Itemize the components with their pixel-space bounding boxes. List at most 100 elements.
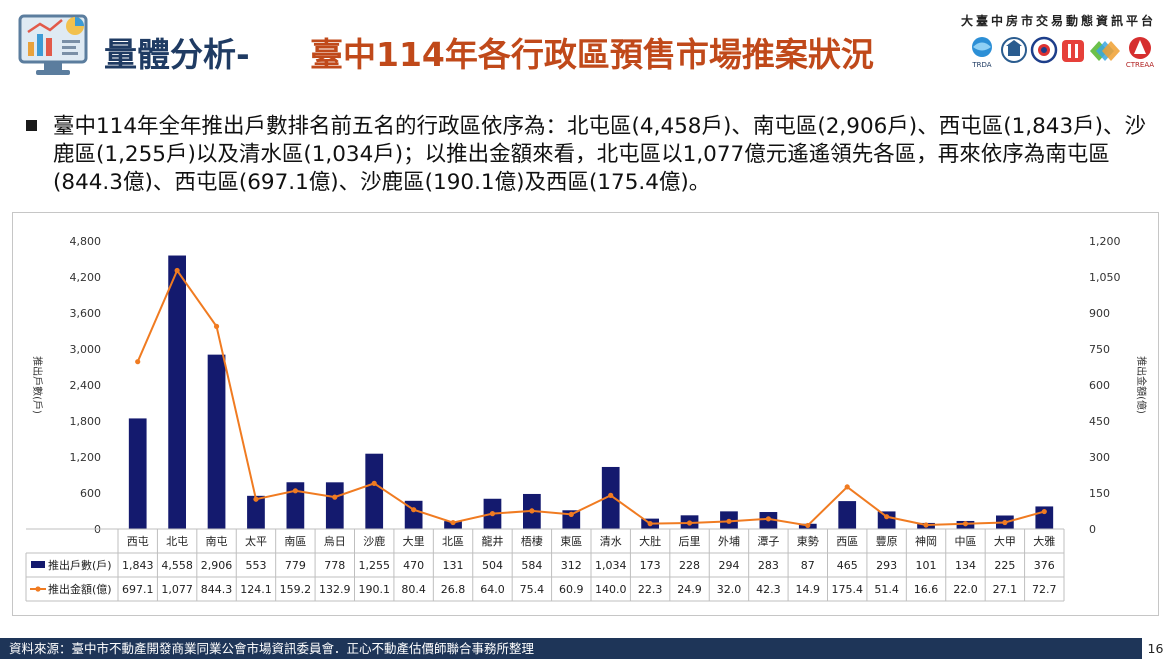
table-cell-units: 228 <box>679 559 700 572</box>
line-point-豐原 <box>884 514 890 520</box>
y-left-tick-label: 1,200 <box>70 451 102 464</box>
line-series-amount <box>136 268 1045 527</box>
table-cell-amount: 132.9 <box>319 583 351 596</box>
page-title-prefix: 量體分析- <box>104 35 250 74</box>
page-title: 臺中114年各行政區預售市場推案狀況 <box>310 35 874 74</box>
legend-bar-swatch <box>31 561 45 568</box>
line-point-大甲 <box>1002 519 1008 526</box>
table-cell-units: 376 <box>1034 559 1055 572</box>
taichung-logo <box>1062 40 1084 62</box>
x-tick-label: 梧棲 <box>521 534 543 548</box>
table-cell-units: 778 <box>324 559 345 572</box>
line-point-梧棲 <box>529 508 535 514</box>
ctreaa-logo-text: CTREAA <box>1126 61 1154 69</box>
table-cell-amount: 80.4 <box>401 583 426 596</box>
table-cell-amount: 75.4 <box>520 583 545 596</box>
bullet-marker <box>26 120 37 131</box>
x-tick-label: 神岡 <box>915 534 937 548</box>
x-tick-label: 大里 <box>403 534 425 548</box>
table-cell-amount: 140.0 <box>595 583 627 596</box>
table-cell-amount: 51.4 <box>874 583 899 596</box>
bar-南區 <box>286 482 305 529</box>
line-point-神岡 <box>923 522 929 528</box>
table-cell-units: 225 <box>994 559 1015 572</box>
bar-太平 <box>247 495 265 529</box>
association-logo <box>1001 37 1027 63</box>
y-right-tick-label: 600 <box>1089 379 1110 392</box>
table-cell-units: 294 <box>718 559 739 572</box>
trda-logo: TRDA <box>971 37 992 69</box>
x-tick-label: 龍井 <box>481 534 503 548</box>
combo-chart: 06001,2001,8002,4003,0003,6004,2004,8000… <box>25 235 1148 602</box>
line-point-南區 <box>292 488 298 494</box>
x-tick-label: 烏日 <box>324 534 346 548</box>
table-cell-amount: 1,077 <box>161 583 193 596</box>
y-left-tick-label: 2,400 <box>70 379 102 392</box>
table-cell-amount: 24.9 <box>677 583 702 596</box>
line-point-烏日 <box>332 494 338 500</box>
line-point-潭子 <box>765 516 771 522</box>
x-tick-label: 太平 <box>245 535 267 548</box>
table-cell-amount: 844.3 <box>201 583 233 596</box>
line-point-大肚 <box>647 521 653 527</box>
table-cell-units: 584 <box>521 559 542 572</box>
table-cell-units: 131 <box>443 559 464 572</box>
line-point-北屯 <box>174 267 180 274</box>
table-cell-units: 779 <box>285 559 306 572</box>
line-point-大里 <box>411 507 417 513</box>
x-tick-label: 南屯 <box>206 535 228 548</box>
y-left-tick-label: 3,000 <box>70 343 102 356</box>
table-cell-units: 470 <box>403 559 424 572</box>
x-tick-label: 大肚 <box>639 534 661 548</box>
x-tick-label: 東勢 <box>797 534 819 548</box>
x-tick-label: 大雅 <box>1033 534 1055 548</box>
x-tick-label: 清水 <box>600 535 622 548</box>
line-point-東勢 <box>805 522 811 529</box>
bar-烏日 <box>325 482 344 529</box>
table-cell-units: 504 <box>482 559 503 572</box>
page-number: 16 <box>1147 641 1164 656</box>
table-cell-amount: 26.8 <box>441 583 466 596</box>
y-right-tick-label: 150 <box>1089 487 1110 500</box>
bar-南屯 <box>207 354 226 529</box>
bar-北屯 <box>168 255 186 529</box>
bar-沙鹿 <box>365 453 384 529</box>
y-right-tick-label: 0 <box>1089 523 1096 536</box>
table-cell-amount: 22.0 <box>953 583 978 596</box>
line-point-中區 <box>962 521 969 527</box>
table-cell-amount: 42.3 <box>756 583 781 596</box>
line-point-清水 <box>608 492 614 498</box>
line-point-東區 <box>568 511 574 517</box>
table-cell-units: 553 <box>245 559 266 572</box>
table-cell-amount: 60.9 <box>559 583 584 596</box>
table-cell-units: 2,906 <box>201 559 233 572</box>
y-left-tick-label: 4,800 <box>70 235 102 248</box>
line-point-西屯 <box>135 359 141 365</box>
ctreaa-logo: CTREAA <box>1126 37 1154 69</box>
x-tick-label: 大甲 <box>994 534 1016 548</box>
table-cell-units: 1,255 <box>358 559 390 572</box>
line-point-沙鹿 <box>371 480 377 486</box>
table-cell-amount: 32.0 <box>717 583 742 596</box>
table-cell-amount: 16.6 <box>914 583 939 596</box>
trda-logo-text: TRDA <box>971 61 991 69</box>
y-right-tick-label: 1,050 <box>1089 271 1121 284</box>
table-cell-amount: 190.1 <box>358 583 390 596</box>
x-tick-label: 東區 <box>560 535 582 548</box>
y-left-tick-label: 1,800 <box>70 415 102 428</box>
x-tick-label: 西區 <box>836 535 858 548</box>
x-tick-label: 北區 <box>442 535 464 548</box>
table-cell-amount: 159.2 <box>280 583 312 596</box>
x-tick-label: 豐原 <box>876 535 898 548</box>
table-cell-amount: 14.9 <box>796 583 821 596</box>
legend-bar-label: 推出戶數(戶) <box>48 558 112 572</box>
y-left-tick-label: 600 <box>80 487 101 500</box>
bar-豐原 <box>877 511 896 529</box>
line-point-西區 <box>844 484 850 490</box>
x-tick-label: 中區 <box>954 535 976 548</box>
y-right-tick-label: 450 <box>1089 415 1110 428</box>
table-cell-units: 134 <box>955 559 976 572</box>
line-point-太平 <box>253 496 259 502</box>
bar-西屯 <box>128 418 147 529</box>
line-point-大雅 <box>1041 508 1047 515</box>
